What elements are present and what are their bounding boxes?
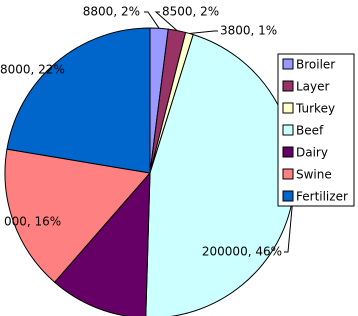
legend: Broiler Layer Turkey Beef Dairy Swine Fertiliz… [277,53,355,207]
leader-line [144,11,160,29]
pie-slice [4,148,151,283]
leader-line [284,196,294,253]
data-label: 8800, 2% [83,5,140,19]
legend-label: Beef [296,124,324,138]
legend-swatch [282,190,294,202]
legend-label: Broiler [296,58,335,72]
data-label: 200000, 46% [202,245,282,259]
data-label: 8000, 22% [0,63,65,77]
legend-swatch [282,168,294,180]
pie [4,27,296,316]
pie-slice [6,27,151,174]
leader-line [154,11,178,31]
legend-swatch [282,102,294,114]
legend-swatch [282,146,294,158]
legend-swatch [282,124,294,136]
legend-swatch [282,58,294,70]
pie-slice [53,171,151,316]
legend-label: Dairy [296,146,328,160]
legend-label: Swine [296,168,332,182]
data-labels: 8800, 2% 8500, 2%3800, 1% 200000, 46% 000, … [0,5,294,259]
data-label: 000, 16% [4,215,61,229]
leader-line [189,30,218,34]
data-label: 3800, 1% [220,24,277,38]
legend-swatch [282,80,294,92]
legend-label: Turkey [295,102,335,116]
legend-label: Layer [296,80,330,94]
data-label: 8500, 2% [162,5,219,19]
legend-label: Fertilizer [296,190,348,204]
